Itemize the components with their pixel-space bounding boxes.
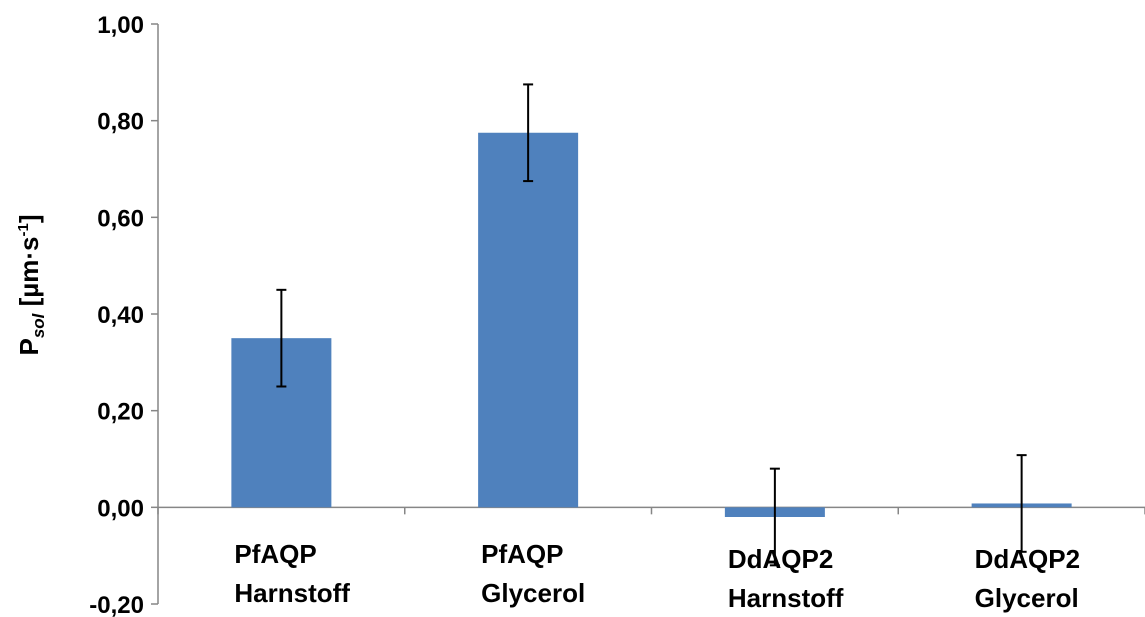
category-label: Glycerol — [481, 578, 585, 608]
category-label: Harnstoff — [728, 583, 844, 613]
y-axis-title-subscript: sol — [29, 312, 48, 338]
y-axis-title-main: P — [14, 338, 44, 355]
y-axis-title-unit-close: ] — [14, 214, 44, 223]
category-label: Harnstoff — [234, 578, 350, 608]
axes — [151, 23, 1145, 605]
y-axis-title: Psol [µm·s-1] — [14, 214, 48, 355]
category-label: PfAQP — [234, 539, 316, 569]
y-tick-labels: -0,20 0,00 0,20 0,40 0,60 0,80 1,00 — [89, 12, 144, 617]
y-tick-label: -0,20 — [89, 592, 144, 617]
category-label: PfAQP — [481, 539, 563, 569]
error-bars — [276, 83, 1027, 567]
category-label: Glycerol — [975, 583, 1079, 613]
bar — [478, 132, 579, 508]
category-label: DdAQP2 — [728, 544, 833, 574]
y-axis-title-unit: [µm·s — [14, 237, 44, 314]
category-labels: PfAQP Harnstoff PfAQP Glycerol DdAQP2 Harnsto… — [234, 539, 1080, 613]
y-tick-label: 0,60 — [97, 205, 144, 232]
y-tick-label: 0,40 — [97, 302, 144, 329]
bars — [231, 132, 1072, 517]
y-tick-label: 1,00 — [97, 12, 144, 39]
y-axis-title-superscript: -1 — [15, 223, 32, 236]
category-label: DdAQP2 — [975, 544, 1080, 574]
y-tick-label: 0,00 — [97, 495, 144, 522]
y-tick-label: 0,20 — [97, 399, 144, 426]
y-tick-label: 0,80 — [97, 109, 144, 136]
